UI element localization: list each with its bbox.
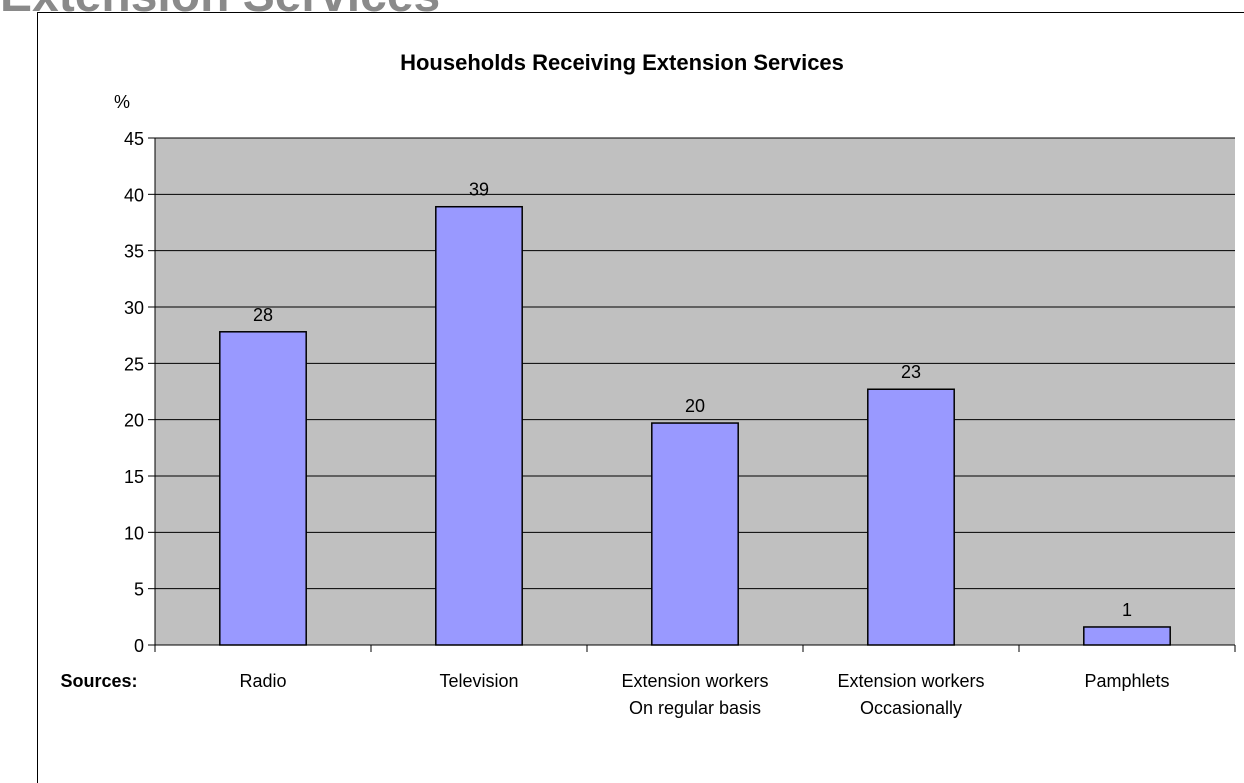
bar (219, 331, 307, 646)
bar (1083, 626, 1171, 646)
y-tick-label: 5 (134, 580, 144, 600)
plot-area: 0 5 10 15 20 25 30 35 40 45 28 Radio 39 Television 20 E… (124, 129, 1236, 718)
y-tick-label: 0 (134, 636, 144, 656)
y-tick-label: 10 (124, 523, 144, 543)
x-category-label: Pamphlets (1084, 671, 1169, 691)
chart-title: Households Receiving Extension Services (400, 50, 844, 75)
x-category-label: On regular basis (629, 698, 761, 718)
x-category-label: Television (439, 671, 518, 691)
x-category-label: Occasionally (860, 698, 962, 718)
bar-data-label: 20 (685, 396, 705, 416)
x-axis-label: Sources: (60, 671, 137, 691)
bar (435, 205, 523, 646)
y-tick-label: 15 (124, 467, 144, 487)
x-category-label: Extension workers (837, 671, 984, 691)
y-tick-label: 45 (124, 129, 144, 149)
bar-data-label: 1 (1122, 600, 1132, 620)
bar-data-label: 28 (253, 305, 273, 325)
bar (867, 388, 955, 646)
x-category-label: Extension workers (621, 671, 768, 691)
y-tick-label: 25 (124, 354, 144, 374)
y-tick-label: 35 (124, 242, 144, 262)
bar-data-label: 23 (901, 362, 921, 382)
y-tick-label: 30 (124, 298, 144, 318)
y-tick-label: 20 (124, 411, 144, 431)
y-tick-label: 40 (124, 185, 144, 205)
x-category-label: Radio (239, 671, 286, 691)
bar (651, 422, 739, 646)
bar-data-label: 39 (469, 180, 489, 200)
y-axis-label: % (114, 92, 130, 112)
